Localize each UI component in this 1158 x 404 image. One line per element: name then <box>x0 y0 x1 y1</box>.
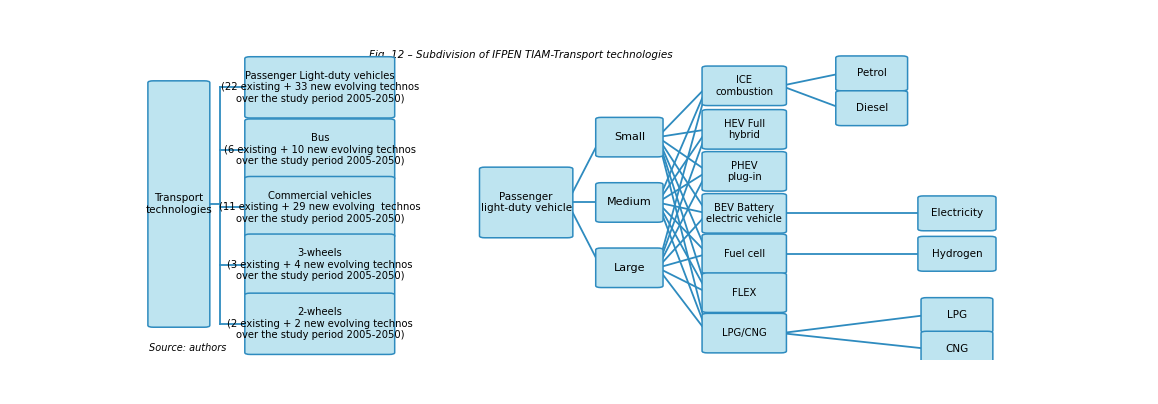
Text: Transport
technologies: Transport technologies <box>146 193 212 215</box>
Text: FLEX: FLEX <box>732 288 756 298</box>
FancyBboxPatch shape <box>244 57 395 118</box>
FancyBboxPatch shape <box>702 234 786 274</box>
FancyBboxPatch shape <box>244 293 395 354</box>
FancyBboxPatch shape <box>244 119 395 180</box>
Text: LPG: LPG <box>947 310 967 320</box>
Text: CNG: CNG <box>945 344 968 354</box>
Text: Small: Small <box>614 132 645 142</box>
Text: Passenger
light-duty vehicle: Passenger light-duty vehicle <box>481 191 572 213</box>
FancyBboxPatch shape <box>244 177 395 238</box>
FancyBboxPatch shape <box>836 56 908 91</box>
Text: Electricity: Electricity <box>931 208 983 218</box>
Text: Medium: Medium <box>607 198 652 208</box>
Text: Large: Large <box>614 263 645 273</box>
Text: Bus
(6 existing + 10 new evolving technos
over the study period 2005-2050): Bus (6 existing + 10 new evolving techno… <box>223 133 416 166</box>
Text: ICE
combustion: ICE combustion <box>716 75 774 97</box>
FancyBboxPatch shape <box>702 273 786 312</box>
FancyBboxPatch shape <box>702 66 786 105</box>
Text: BEV Battery
electric vehicle: BEV Battery electric vehicle <box>706 202 782 224</box>
Text: Fig. 12 – Subdivision of IFPEN TIAM-Transport technologies: Fig. 12 – Subdivision of IFPEN TIAM-Tran… <box>369 50 673 60</box>
FancyBboxPatch shape <box>918 196 996 231</box>
FancyBboxPatch shape <box>702 194 786 233</box>
FancyBboxPatch shape <box>148 81 210 327</box>
FancyBboxPatch shape <box>595 248 664 288</box>
Text: Source: authors: Source: authors <box>149 343 227 354</box>
FancyBboxPatch shape <box>595 118 664 157</box>
FancyBboxPatch shape <box>921 331 992 366</box>
Text: 2-wheels
(2 existing + 2 new evolving technos
over the study period 2005-2050): 2-wheels (2 existing + 2 new evolving te… <box>227 307 412 341</box>
Text: Petrol: Petrol <box>857 68 887 78</box>
FancyBboxPatch shape <box>479 167 573 238</box>
Text: 3-wheels
(3 existing + 4 new evolving technos
over the study period 2005-2050): 3-wheels (3 existing + 4 new evolving te… <box>227 248 412 281</box>
Text: PHEV
plug-in: PHEV plug-in <box>727 160 762 182</box>
FancyBboxPatch shape <box>702 314 786 353</box>
Text: Hydrogen: Hydrogen <box>932 249 982 259</box>
FancyBboxPatch shape <box>702 152 786 191</box>
FancyBboxPatch shape <box>244 234 395 295</box>
Text: Commercial vehicles
(11 existing + 29 new evolving  technos
over the study perio: Commercial vehicles (11 existing + 29 ne… <box>219 191 420 224</box>
Text: LPG/CNG: LPG/CNG <box>721 328 767 338</box>
FancyBboxPatch shape <box>595 183 664 222</box>
Text: Diesel: Diesel <box>856 103 888 113</box>
FancyBboxPatch shape <box>918 236 996 271</box>
FancyBboxPatch shape <box>836 91 908 126</box>
FancyBboxPatch shape <box>921 298 992 332</box>
Text: Passenger Light-duty vehicles
(22 existing + 33 new evolving technos
over the st: Passenger Light-duty vehicles (22 existi… <box>221 71 419 104</box>
FancyBboxPatch shape <box>702 109 786 149</box>
Text: HEV Full
hybrid: HEV Full hybrid <box>724 118 764 140</box>
Text: Fuel cell: Fuel cell <box>724 249 764 259</box>
